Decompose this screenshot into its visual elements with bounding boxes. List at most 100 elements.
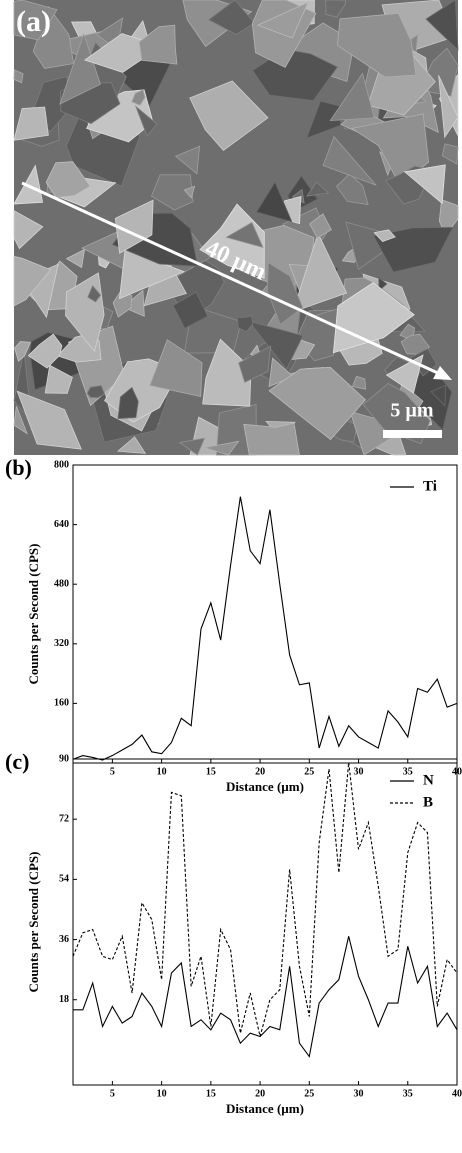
sem-image <box>13 0 459 456</box>
data-line <box>72 496 458 761</box>
sem-flake <box>378 277 388 292</box>
legend-label: Ti <box>423 478 437 494</box>
sem-flake <box>117 386 139 420</box>
sem-flake <box>322 135 377 186</box>
sem-flake <box>138 24 178 65</box>
sem-flake <box>149 339 203 397</box>
sem-flake <box>306 181 330 197</box>
sem-flake <box>151 174 194 211</box>
x-tick-label: 35 <box>403 766 413 777</box>
y-tick-label: 800 <box>54 459 69 470</box>
sem-flake <box>86 385 106 399</box>
panel-label: (b) <box>5 455 32 480</box>
sem-flake <box>372 226 454 273</box>
sem-flake <box>336 12 417 78</box>
sem-flake <box>385 354 424 394</box>
y-tick-label: 36 <box>59 934 69 945</box>
sem-flake <box>87 285 102 303</box>
y-tick-label: 90 <box>59 753 69 764</box>
sem-flake <box>13 406 28 435</box>
arrow-shaft <box>21 181 441 376</box>
legend-label: B <box>423 794 433 810</box>
sem-flake <box>325 0 347 18</box>
sem-flake <box>373 229 396 242</box>
sem-flake <box>438 75 459 139</box>
scale-bar <box>383 430 442 438</box>
y-tick-label: 54 <box>59 874 69 885</box>
scale-bar-label: 5 µm <box>390 400 434 422</box>
sem-flake <box>112 289 133 318</box>
data-line <box>73 936 458 1058</box>
y-tick-label: 640 <box>54 519 69 530</box>
sem-flake <box>178 437 206 456</box>
y-tick-label: 320 <box>54 638 69 649</box>
sem-flake <box>362 383 431 445</box>
x-tick-label: 5 <box>110 766 115 777</box>
sem-flake <box>247 320 304 371</box>
x-tick-label: 35 <box>403 1088 413 1099</box>
y-tick-label: 480 <box>54 578 69 589</box>
sem-flake <box>134 105 158 137</box>
sem-flake <box>266 262 304 326</box>
x-tick-label: 20 <box>255 1088 265 1099</box>
y-tick-label: 18 <box>59 994 69 1005</box>
x-tick-label: 20 <box>255 766 265 777</box>
x-axis-label: Distance (µm) <box>226 779 304 794</box>
sem-flake <box>268 357 294 388</box>
x-tick-label: 5 <box>110 1088 115 1099</box>
x-axis-label: Distance (µm) <box>226 1101 304 1116</box>
y-tick-label: 72 <box>59 813 69 824</box>
sem-flake <box>174 145 201 175</box>
sem-flake <box>207 0 256 35</box>
sem-flake <box>13 255 52 307</box>
sem-flake <box>13 69 24 84</box>
sem-flake <box>122 289 145 317</box>
y-axis-label: Counts per Second (CPS) <box>26 544 41 685</box>
sem-flake <box>116 436 147 454</box>
sem-flake <box>236 315 254 333</box>
sem-flake <box>13 0 58 41</box>
panel-label: (a) <box>16 5 51 38</box>
y-axis-label: Counts per Second (CPS) <box>26 852 41 993</box>
sem-flake <box>65 248 86 269</box>
x-tick-label: 30 <box>354 766 364 777</box>
sem-flake <box>238 345 272 383</box>
sem-flake <box>268 366 366 441</box>
sem-flake <box>114 199 154 254</box>
x-tick-label: 15 <box>206 1088 216 1099</box>
x-tick-label: 30 <box>354 1088 364 1099</box>
sem-flake <box>14 341 31 362</box>
legend-label: N <box>423 772 434 788</box>
sem-flake <box>309 213 332 239</box>
x-tick-label: 25 <box>304 1088 314 1099</box>
sem-flake <box>199 203 265 279</box>
x-tick-label: 10 <box>157 766 167 777</box>
sem-flake <box>204 440 240 456</box>
sem-flake <box>403 164 446 205</box>
sem-flake <box>329 72 375 122</box>
sem-flake <box>430 384 447 407</box>
plot-frame <box>72 464 458 764</box>
sem-flake <box>13 106 49 141</box>
sem-flake <box>13 210 44 250</box>
sem-flake <box>425 0 459 51</box>
y-tick-label: 160 <box>54 698 69 709</box>
sem-flake <box>189 80 269 151</box>
sem-flake <box>131 89 146 106</box>
data-line <box>72 762 458 1037</box>
panel-label: (c) <box>5 749 29 774</box>
sem-flake <box>256 1 309 39</box>
sem-flake <box>172 291 209 329</box>
sem-flake <box>351 375 367 390</box>
x-tick-label: 25 <box>304 766 314 777</box>
sem-flake <box>243 422 300 456</box>
arrow-head <box>433 366 452 380</box>
sem-flake <box>27 333 63 369</box>
sem-flake <box>441 143 459 165</box>
sem-flake <box>183 185 196 199</box>
sem-flake <box>292 232 348 313</box>
sem-flake <box>16 390 82 450</box>
x-tick-label: 40 <box>452 1088 462 1099</box>
sem-flake <box>255 181 293 223</box>
